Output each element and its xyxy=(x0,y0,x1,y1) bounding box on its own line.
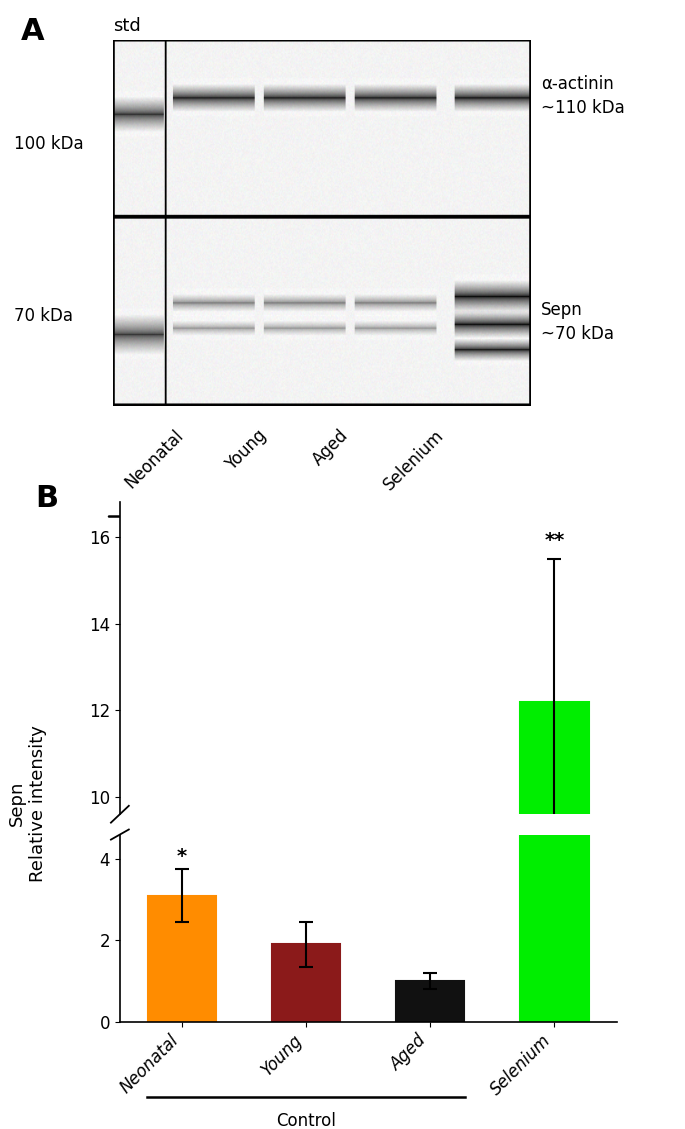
Text: Young: Young xyxy=(222,426,270,474)
Text: 100 kDa: 100 kDa xyxy=(14,135,84,152)
Text: α-actinin
~110 kDa: α-actinin ~110 kDa xyxy=(541,76,625,116)
Bar xyxy=(396,981,464,1022)
Text: Sepn
Relative intensity: Sepn Relative intensity xyxy=(8,725,47,882)
Text: std: std xyxy=(113,17,140,35)
Text: Control: Control xyxy=(199,533,260,551)
Text: Neonatal: Neonatal xyxy=(122,426,188,492)
Text: *: * xyxy=(177,847,187,866)
Bar xyxy=(521,525,588,1022)
Text: Selenium: Selenium xyxy=(380,426,448,493)
Bar xyxy=(521,701,588,1129)
Bar xyxy=(148,895,216,1022)
Text: Aged: Aged xyxy=(309,426,352,469)
Text: **: ** xyxy=(545,531,564,550)
Bar xyxy=(272,945,340,1022)
Text: 70 kDa: 70 kDa xyxy=(14,307,73,325)
Text: Control: Control xyxy=(276,1112,336,1129)
Text: B: B xyxy=(36,483,59,513)
Text: A: A xyxy=(21,17,44,46)
Bar xyxy=(148,1096,216,1129)
Text: Sepn
~70 kDa: Sepn ~70 kDa xyxy=(541,301,614,342)
